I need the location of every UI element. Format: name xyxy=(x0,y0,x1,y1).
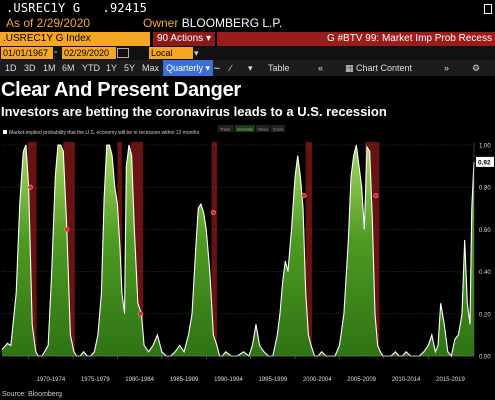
chart-legend: Market-implied probability that the U.S.… xyxy=(3,125,285,136)
last-value-tag xyxy=(476,156,494,167)
currency-select[interactable]: Local CCY xyxy=(149,47,193,70)
frequency-select[interactable]: Quarterly ▾ xyxy=(163,60,214,76)
recession-band xyxy=(27,142,37,356)
x-tick-label: 2000-2004 xyxy=(303,377,332,383)
x-tick-label: 1990-1994 xyxy=(214,377,243,383)
chart-content-icon: ▦ xyxy=(345,63,354,73)
tool-tab-zoom[interactable] xyxy=(271,125,285,132)
x-tick-label: 2005-2009 xyxy=(347,377,376,383)
y-tick-label: 0.00 xyxy=(479,355,491,361)
owner-name: BLOOMBERG L.P. xyxy=(181,16,283,30)
document-icon[interactable] xyxy=(484,4,492,14)
recession-band xyxy=(305,142,312,356)
as-of-date: As of 2/29/2020 xyxy=(6,16,91,30)
chart-tool-tabs: Track Annotate News Zoom xyxy=(218,125,285,132)
x-tick-label: 1970-1974 xyxy=(36,377,65,383)
legend-label: Market-implied probability that the U.S.… xyxy=(9,130,200,136)
frequency-label: Quarterly xyxy=(166,63,204,73)
series-marker xyxy=(27,184,33,190)
y-tick-label: 1.00 xyxy=(479,144,491,150)
y-tick-label: 0.60 xyxy=(479,228,491,234)
ticker-value: .92415 xyxy=(102,1,148,15)
security-field[interactable]: .USREC1Y G Index xyxy=(0,32,150,46)
tool-tab-news[interactable] xyxy=(256,125,270,132)
period-1d-button[interactable]: 1D xyxy=(5,63,17,73)
gear-icon[interactable]: ⚙ xyxy=(472,63,481,73)
x-tick-label: 1985-1989 xyxy=(170,377,199,383)
chart-subheadline: Investors are betting the coronavirus le… xyxy=(1,104,387,119)
function-title: G #BTV 99: Market Imp Prob Recess xyxy=(217,32,495,46)
chart-headline: Clear And Present Danger xyxy=(1,79,241,101)
line-chart-icon[interactable]: ∼ xyxy=(213,63,221,73)
x-tick-label: 1995-1999 xyxy=(259,377,288,383)
calendar-icon[interactable] xyxy=(117,48,129,58)
tool-tab-annotate-label: Annotate xyxy=(237,127,254,132)
source-note: Source: Bloomberg xyxy=(2,391,62,398)
axes: 1.00 0.80 0.60 0.40 0.20 0.00 1970-1974 1975-19… xyxy=(2,142,494,383)
period-max-button[interactable]: Max xyxy=(142,63,160,73)
tool-tab-news-label: News xyxy=(258,127,268,132)
x-tick-label: 2015-2019 xyxy=(436,377,465,383)
start-date-input[interactable]: 01/01/1967 xyxy=(1,47,53,59)
recession-probability-chart[interactable]: 1.00 0.80 0.60 0.40 0.20 0.00 1970-1974 1975-19… xyxy=(0,122,495,388)
chart-content-label: Chart Content xyxy=(356,63,413,73)
series-marker xyxy=(301,193,307,199)
ticker-line: .USREC1Y G .92415 xyxy=(6,1,147,15)
series-marker xyxy=(137,311,144,317)
end-date-input[interactable]: 02/29/2020 xyxy=(62,47,116,59)
series-marker xyxy=(210,209,216,216)
chart-toolbar: 1D 3D 1M 6M YTD 1Y 5Y Max Quarterly ▾ ∼ … xyxy=(0,60,495,76)
x-tick-label: 1975-1979 xyxy=(81,377,110,383)
table-button[interactable]: Table xyxy=(268,63,290,73)
chart-content-button[interactable]: ▦ Chart Content xyxy=(345,60,412,76)
actions-label: 90 Actions xyxy=(157,33,204,44)
recession-band xyxy=(63,142,75,356)
period-3d-button[interactable]: 3D xyxy=(24,63,36,73)
period-ytd-button[interactable]: YTD xyxy=(82,63,100,73)
chevron-down-icon[interactable]: ▾ xyxy=(194,48,199,58)
security-header: .USREC1Y G .92415 As of 2/29/2020 Owner … xyxy=(0,0,495,32)
date-range-bar: 01/01/1967 - 02/29/2020 Local CCY ▾ xyxy=(0,46,495,70)
tool-tab-track[interactable] xyxy=(218,125,234,132)
chevron-down-icon: ▾ xyxy=(205,33,211,44)
legend-swatch xyxy=(3,130,7,134)
command-bar: .USREC1Y G Index 90 Actions ▾ G #BTV 99:… xyxy=(0,32,495,46)
period-1y-button[interactable]: 1Y xyxy=(106,63,118,73)
series-markers xyxy=(27,184,379,317)
y-tick-label: 0.20 xyxy=(479,312,491,318)
series-marker xyxy=(64,226,70,232)
y-tick-label: 0.40 xyxy=(479,270,491,276)
probability-area xyxy=(2,145,474,356)
date-separator: - xyxy=(54,47,58,58)
owner-label: Owner xyxy=(143,16,179,30)
series-marker xyxy=(373,193,379,199)
more-dropdown-icon[interactable]: ▾ xyxy=(248,63,253,73)
tool-tab-zoom-label: Zoom xyxy=(273,127,284,132)
actions-menu-button[interactable]: 90 Actions ▾ xyxy=(153,32,215,46)
owner-line: Owner BLOOMBERG L.P. xyxy=(143,16,282,30)
period-6m-button[interactable]: 6M xyxy=(62,63,75,73)
y-tick-label: 0.80 xyxy=(479,186,491,192)
recession-band xyxy=(211,142,217,356)
chevron-down-icon: ▾ xyxy=(205,63,211,73)
period-1m-button[interactable]: 1M xyxy=(43,63,56,73)
tool-tab-annotate[interactable] xyxy=(235,125,255,132)
collapse-left-icon[interactable]: « xyxy=(318,63,324,73)
period-5y-button[interactable]: 5Y xyxy=(124,63,136,73)
x-tick-label: 2010-2014 xyxy=(392,377,421,383)
draw-tool-icon[interactable]: ∕ xyxy=(230,63,232,73)
tool-tab-track-label: Track xyxy=(220,127,230,132)
last-value-label: 0.92 xyxy=(478,159,491,166)
collapse-right-icon[interactable]: » xyxy=(444,63,450,73)
x-tick-label: 1980-1984 xyxy=(125,377,154,383)
ticker-symbol[interactable]: .USREC1Y G xyxy=(6,1,81,15)
